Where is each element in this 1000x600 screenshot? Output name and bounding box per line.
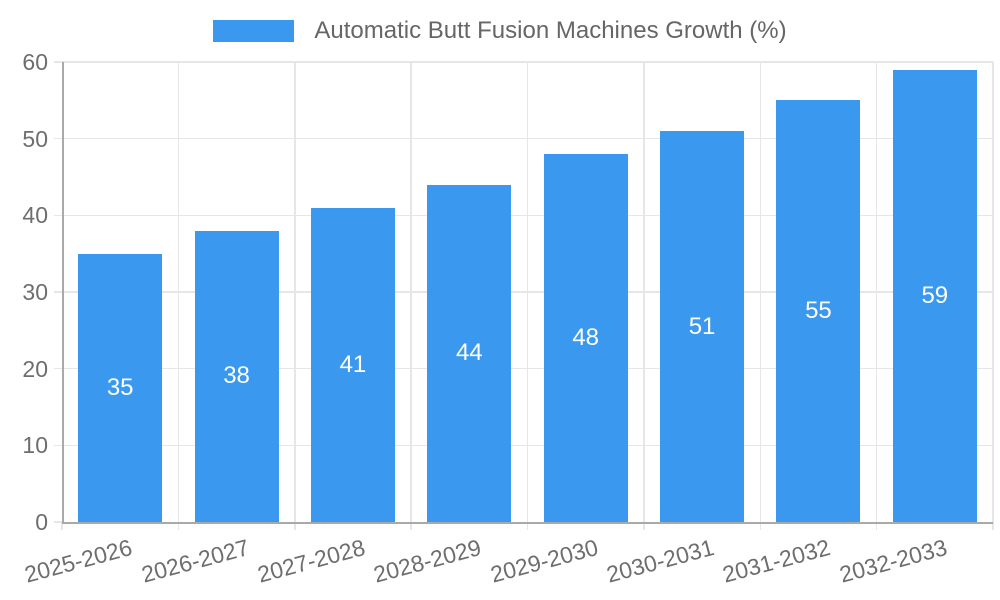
bar[interactable]: 35 xyxy=(78,253,163,522)
chart-legend[interactable]: Automatic Butt Fusion Machines Growth (%… xyxy=(0,18,1000,44)
y-axis-line xyxy=(62,62,64,524)
bar[interactable]: 51 xyxy=(660,131,745,522)
x-tick-label: 2027-2028 xyxy=(254,534,368,588)
legend-label: Automatic Butt Fusion Machines Growth (%… xyxy=(314,17,787,44)
x-axis-tick xyxy=(992,522,994,530)
x-axis-tick xyxy=(61,522,63,530)
gridline-vertical xyxy=(759,62,761,522)
y-axis-tick xyxy=(54,137,62,140)
gridline-vertical xyxy=(410,62,412,522)
x-axis-tick xyxy=(759,522,761,530)
y-axis-tick xyxy=(54,521,62,523)
y-axis-tick xyxy=(54,61,62,63)
bar-value-label: 59 xyxy=(921,281,949,309)
bar-value-label: 48 xyxy=(572,324,600,351)
bar-value-label: 44 xyxy=(455,339,483,367)
x-axis-tick xyxy=(410,522,412,530)
y-tick-label: 20 xyxy=(22,355,48,382)
x-axis-tick xyxy=(294,522,296,530)
x-tick-label: 2028-2029 xyxy=(371,534,485,588)
x-axis-tick xyxy=(875,522,878,530)
y-tick-label: 0 xyxy=(35,509,48,535)
bar[interactable]: 59 xyxy=(892,69,977,522)
x-tick-label: 2031-2032 xyxy=(720,534,834,588)
x-tick-label: 2025-2026 xyxy=(21,534,135,588)
x-axis-tick xyxy=(177,522,180,530)
x-tick-label: 2030-2031 xyxy=(603,534,717,588)
gridline-vertical xyxy=(294,62,296,522)
y-tick-label: 10 xyxy=(22,432,48,459)
x-axis-tick xyxy=(526,522,529,530)
gridline-vertical xyxy=(875,62,878,522)
legend-swatch xyxy=(213,20,295,42)
bar[interactable]: 48 xyxy=(543,154,628,522)
bar[interactable]: 44 xyxy=(427,184,512,522)
y-tick-label: 40 xyxy=(22,202,48,229)
x-tick-label: 2032-2033 xyxy=(836,534,950,588)
bar[interactable]: 41 xyxy=(310,207,395,522)
y-axis-tick xyxy=(54,291,62,293)
gridline-vertical xyxy=(177,62,180,522)
y-axis-tick xyxy=(54,444,62,447)
gridline-vertical xyxy=(526,62,529,522)
y-tick-label: 50 xyxy=(22,125,48,152)
y-axis-tick xyxy=(54,214,62,217)
bar-value-label: 51 xyxy=(688,312,716,340)
x-tick-label: 2026-2027 xyxy=(138,534,252,588)
y-axis-tick xyxy=(54,367,62,370)
gridline-vertical xyxy=(992,62,994,522)
y-tick-label: 30 xyxy=(22,279,48,305)
bar-value-label: 38 xyxy=(223,362,250,390)
bar-value-label: 35 xyxy=(106,373,134,401)
bar-value-label: 55 xyxy=(805,297,832,325)
y-tick-label: 60 xyxy=(22,49,48,75)
x-axis-line xyxy=(62,522,993,524)
bar-value-label: 41 xyxy=(339,350,367,378)
bar[interactable]: 55 xyxy=(776,100,861,522)
x-tick-label: 2029-2030 xyxy=(487,534,601,588)
x-axis-tick xyxy=(643,522,645,530)
gridline-vertical xyxy=(643,62,645,522)
bar[interactable]: 38 xyxy=(194,230,279,522)
